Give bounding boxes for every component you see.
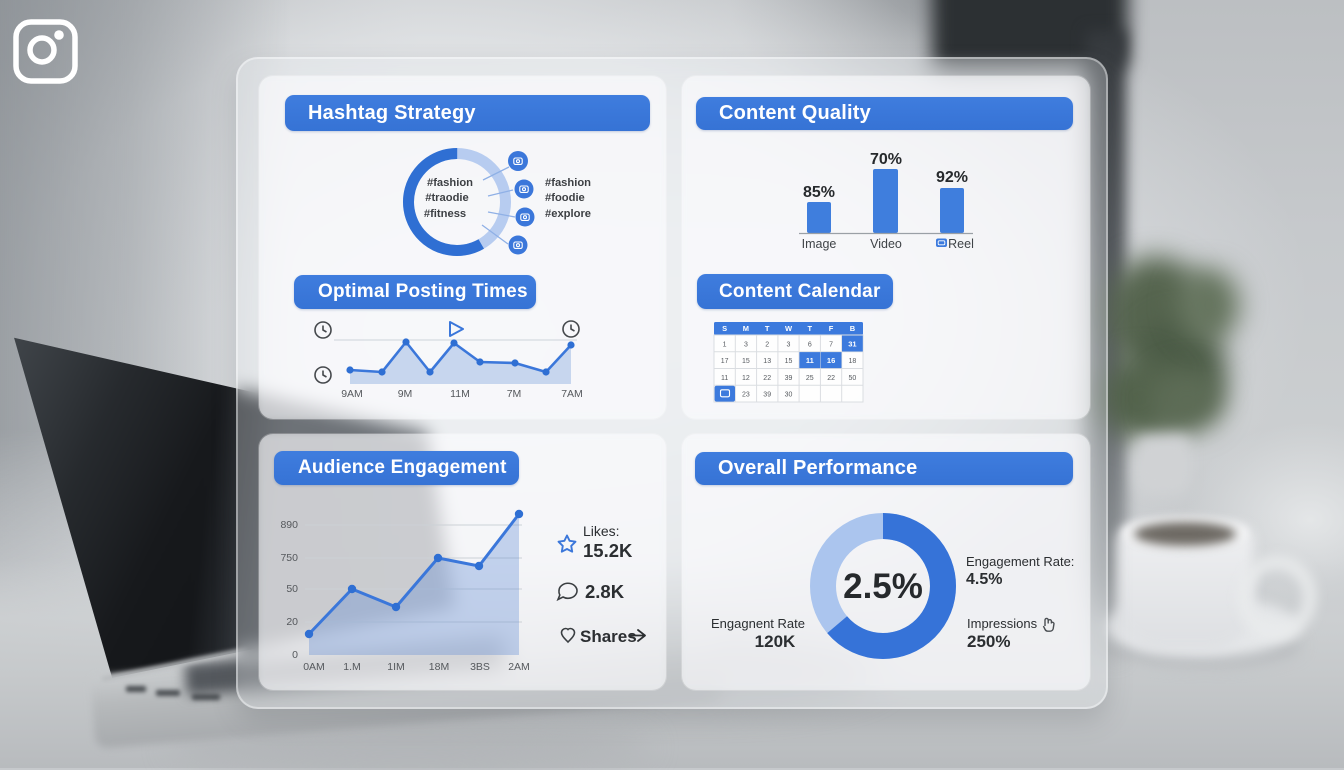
svg-text:30: 30: [785, 392, 793, 399]
svg-text:Reel: Reel: [948, 237, 974, 251]
svg-text:12: 12: [742, 375, 750, 382]
svg-text:9M: 9M: [398, 388, 413, 400]
svg-text:1: 1: [723, 342, 727, 349]
svg-text:4.5%: 4.5%: [966, 571, 1002, 588]
svg-text:250%: 250%: [967, 632, 1010, 651]
svg-text:3BS: 3BS: [470, 661, 490, 673]
svg-text:#explore: #explore: [545, 208, 591, 220]
svg-text:22: 22: [763, 375, 771, 382]
svg-text:2.8K: 2.8K: [585, 581, 625, 602]
svg-text:15.2K: 15.2K: [583, 540, 633, 561]
svg-text:T: T: [765, 324, 770, 333]
svg-text:Image: Image: [802, 237, 837, 251]
svg-text:#foodie: #foodie: [545, 192, 585, 204]
svg-text:7: 7: [829, 342, 833, 349]
svg-text:Impressions: Impressions: [967, 616, 1038, 631]
svg-text:11: 11: [806, 356, 814, 365]
svg-text:#fashion: #fashion: [427, 177, 473, 189]
svg-text:7M: 7M: [507, 388, 522, 400]
svg-text:890: 890: [280, 519, 298, 531]
svg-text:70%: 70%: [870, 151, 902, 168]
svg-text:15: 15: [742, 358, 750, 365]
svg-text:22: 22: [827, 375, 835, 382]
svg-text:6: 6: [808, 342, 812, 349]
svg-text:120K: 120K: [755, 632, 796, 651]
svg-text:31: 31: [848, 340, 856, 349]
svg-text:2.5%: 2.5%: [843, 567, 923, 606]
svg-text:11: 11: [721, 375, 728, 382]
svg-text:1IM: 1IM: [387, 661, 405, 673]
svg-text:#fashion: #fashion: [545, 177, 591, 189]
svg-text:F: F: [829, 324, 834, 333]
svg-text:S: S: [722, 324, 727, 333]
svg-text:2: 2: [765, 342, 769, 349]
svg-text:1.M: 1.M: [343, 661, 361, 673]
svg-text:T: T: [808, 324, 813, 333]
svg-text:Likes:: Likes:: [583, 523, 620, 539]
svg-text:18: 18: [849, 358, 857, 365]
svg-text:W: W: [785, 324, 793, 333]
svg-text:85%: 85%: [803, 184, 835, 201]
svg-text:Engagement Rate:: Engagement Rate:: [966, 554, 1074, 569]
svg-text:750: 750: [280, 552, 298, 564]
svg-text:Shares: Shares: [580, 627, 637, 646]
svg-text:0: 0: [292, 649, 298, 661]
svg-text:2AM: 2AM: [508, 661, 530, 673]
svg-text:3: 3: [787, 342, 791, 349]
svg-text:20: 20: [286, 616, 298, 628]
svg-text:#traodie: #traodie: [425, 192, 469, 204]
svg-text:Engagnent Rate: Engagnent Rate: [711, 616, 805, 631]
svg-text:#fitness: #fitness: [424, 208, 466, 220]
svg-text:B: B: [850, 324, 856, 333]
svg-text:18M: 18M: [429, 661, 449, 673]
svg-text:50: 50: [286, 583, 298, 595]
svg-text:23: 23: [742, 392, 750, 399]
svg-text:25: 25: [806, 375, 814, 382]
svg-text:16: 16: [827, 356, 835, 365]
svg-text:M: M: [743, 324, 749, 333]
svg-text:7AM: 7AM: [561, 388, 583, 400]
svg-text:50: 50: [849, 375, 857, 382]
svg-text:Video: Video: [870, 237, 902, 251]
svg-text:39: 39: [763, 392, 771, 399]
svg-text:11M: 11M: [450, 388, 470, 400]
svg-text:3: 3: [744, 342, 748, 349]
svg-text:17: 17: [721, 358, 729, 365]
svg-text:39: 39: [785, 375, 793, 382]
svg-text:13: 13: [763, 358, 771, 365]
svg-text:9AM: 9AM: [341, 388, 363, 400]
svg-text:92%: 92%: [936, 169, 968, 186]
svg-text:0AM: 0AM: [303, 661, 325, 673]
svg-text:15: 15: [785, 358, 793, 365]
